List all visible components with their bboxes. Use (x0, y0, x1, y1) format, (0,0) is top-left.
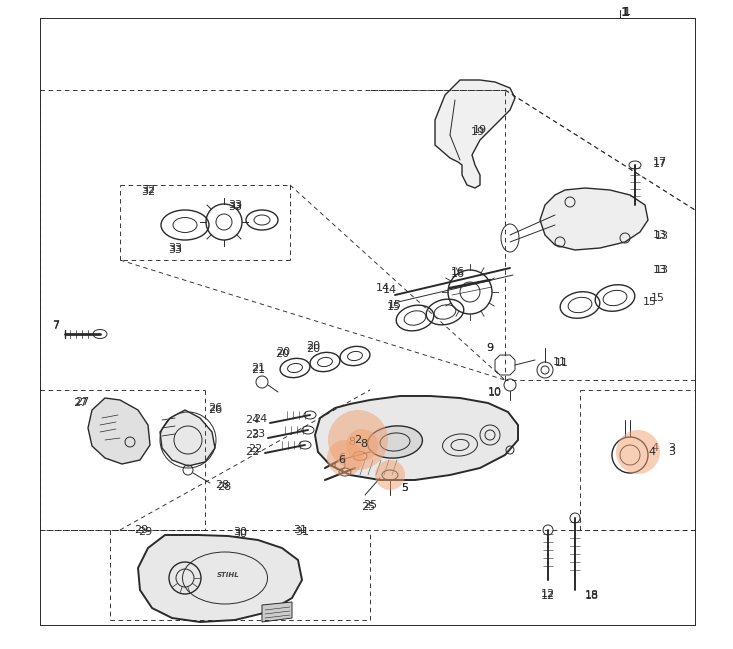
Text: 15: 15 (651, 293, 665, 303)
Text: 18: 18 (585, 591, 599, 601)
Polygon shape (435, 80, 515, 188)
Text: 28: 28 (215, 480, 229, 490)
Text: 9: 9 (487, 343, 493, 353)
Circle shape (328, 410, 388, 470)
Text: 4: 4 (649, 447, 655, 457)
Text: 24: 24 (253, 414, 267, 424)
Text: 20: 20 (306, 341, 320, 351)
Text: 33: 33 (228, 202, 242, 212)
Text: 20: 20 (275, 349, 289, 359)
Ellipse shape (367, 426, 422, 458)
Text: 25: 25 (363, 500, 377, 510)
Text: 25: 25 (361, 502, 375, 512)
Text: 6: 6 (339, 455, 345, 465)
Circle shape (346, 429, 378, 461)
Text: 32: 32 (141, 185, 155, 195)
Text: 26: 26 (208, 405, 222, 415)
Text: 2: 2 (355, 435, 361, 445)
Text: 33: 33 (168, 245, 182, 255)
Text: 33: 33 (168, 243, 182, 253)
Text: 16: 16 (451, 269, 465, 279)
Text: 12: 12 (541, 591, 555, 601)
Text: 1: 1 (621, 5, 630, 19)
Text: 14: 14 (383, 285, 397, 295)
Text: 11: 11 (555, 358, 569, 368)
Text: 21: 21 (251, 365, 265, 375)
Circle shape (616, 430, 660, 474)
Text: 29: 29 (133, 525, 148, 535)
Text: 27: 27 (75, 397, 89, 407)
Text: 7: 7 (53, 321, 59, 331)
Text: 31: 31 (295, 527, 309, 537)
Text: 22: 22 (245, 447, 259, 457)
Text: 3: 3 (668, 447, 676, 457)
Text: 28: 28 (217, 482, 231, 492)
Text: 22: 22 (248, 444, 262, 454)
Text: 27: 27 (73, 398, 87, 408)
Text: 5: 5 (402, 483, 408, 493)
Text: 12: 12 (541, 589, 555, 599)
Text: 1: 1 (624, 7, 630, 17)
Text: 30: 30 (233, 527, 247, 537)
Text: 23: 23 (245, 430, 259, 440)
Text: 33: 33 (228, 200, 242, 210)
Text: 5: 5 (402, 483, 408, 493)
Text: 7: 7 (53, 320, 59, 330)
Circle shape (327, 440, 363, 476)
Circle shape (375, 460, 405, 490)
Text: 29: 29 (138, 527, 152, 537)
Text: 19: 19 (471, 127, 485, 137)
Text: 20: 20 (306, 344, 320, 354)
Text: 15: 15 (643, 297, 657, 307)
Text: 10: 10 (488, 388, 502, 398)
Text: 13: 13 (653, 230, 667, 240)
Text: 15: 15 (387, 302, 401, 312)
Text: 17: 17 (653, 157, 667, 167)
Text: 30: 30 (233, 529, 247, 539)
Text: 9: 9 (487, 343, 493, 353)
Text: 17: 17 (653, 159, 667, 169)
Text: 3: 3 (668, 443, 676, 453)
Text: 13: 13 (655, 231, 669, 241)
Text: STIHL: STIHL (217, 572, 240, 578)
Text: 11: 11 (553, 357, 567, 367)
Polygon shape (160, 410, 215, 466)
Text: 6: 6 (339, 453, 345, 463)
Text: 18: 18 (585, 590, 599, 600)
Polygon shape (315, 396, 518, 480)
Text: 10: 10 (488, 387, 502, 397)
Text: 24: 24 (245, 415, 259, 425)
Text: 31: 31 (293, 525, 307, 535)
Polygon shape (540, 188, 648, 250)
Text: 20: 20 (276, 347, 290, 357)
Text: 15: 15 (388, 300, 402, 310)
Text: 21: 21 (251, 363, 265, 373)
Text: 14: 14 (376, 283, 390, 293)
Polygon shape (88, 398, 150, 464)
Text: 8: 8 (348, 437, 356, 447)
Text: 8: 8 (361, 439, 367, 449)
Text: 16: 16 (451, 267, 465, 277)
Text: 26: 26 (208, 403, 222, 413)
Text: 4: 4 (652, 443, 658, 453)
Text: 32: 32 (141, 187, 155, 197)
Text: 23: 23 (251, 429, 265, 439)
Polygon shape (138, 535, 302, 622)
Polygon shape (262, 602, 292, 622)
Text: 19: 19 (473, 125, 487, 135)
Text: 13: 13 (653, 265, 667, 275)
Text: 13: 13 (655, 265, 669, 275)
